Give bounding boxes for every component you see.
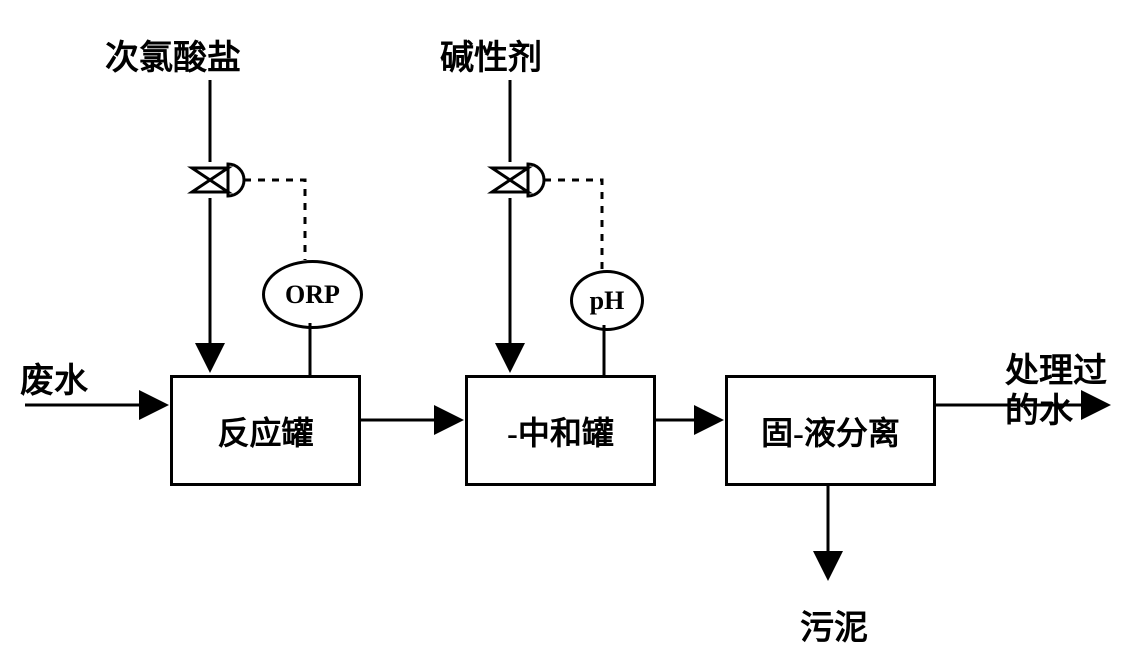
ph-sensor-label: pH xyxy=(590,286,625,316)
separation-box: 固-液分离 xyxy=(725,375,936,486)
orp-sensor-label: ORP xyxy=(285,280,340,310)
sludge-label: 污泥 xyxy=(800,600,868,649)
treated-water-label-2: 的水 xyxy=(1005,383,1073,432)
valve-2-icon xyxy=(492,164,544,196)
wastewater-label: 废水 xyxy=(20,353,88,402)
reaction-tank-box: 反应罐 xyxy=(170,375,361,486)
neutralization-tank-box: -中和罐 xyxy=(465,375,656,486)
valve-1-icon xyxy=(192,164,244,196)
orp-sensor: ORP xyxy=(262,260,363,329)
hypochlorite-label: 次氯酸盐 xyxy=(105,30,241,79)
neutralization-tank-label: -中和罐 xyxy=(507,408,614,454)
separation-label: 固-液分离 xyxy=(761,408,900,454)
reaction-tank-label: 反应罐 xyxy=(217,408,313,454)
alkali-label: 碱性剂 xyxy=(440,30,542,79)
ph-sensor: pH xyxy=(570,270,644,331)
diagram-lines xyxy=(0,0,1136,667)
